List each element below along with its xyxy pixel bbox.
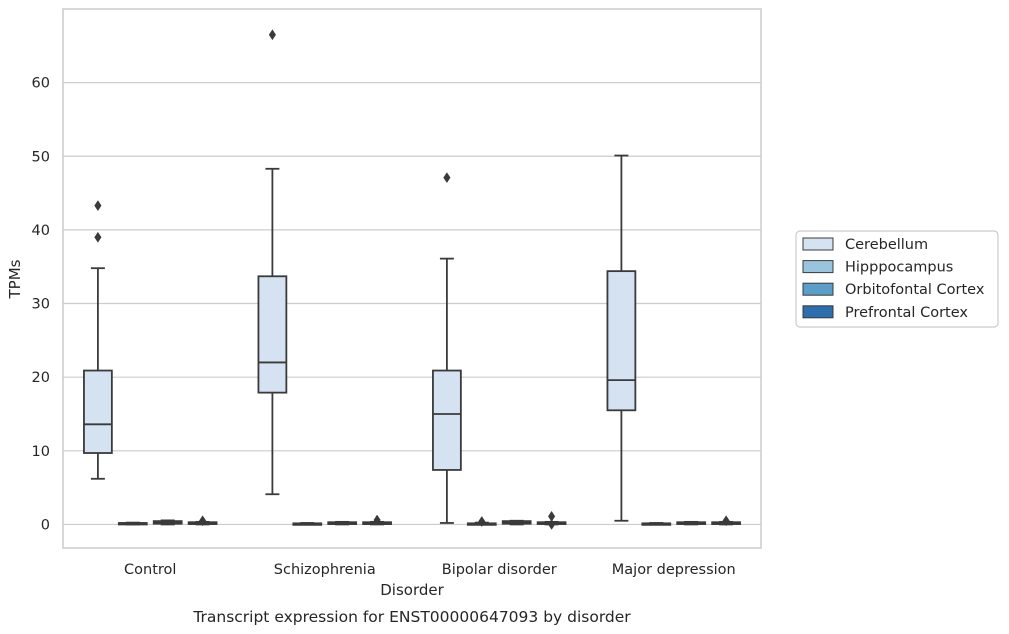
legend-swatch — [802, 305, 834, 319]
legend-label: Prefrontal Cortex — [845, 305, 968, 321]
box-0-0 — [83, 200, 113, 480]
box-1-0 — [117, 521, 148, 526]
grid-lines — [63, 82, 761, 526]
box-3-2 — [536, 510, 567, 530]
box-body — [432, 369, 462, 471]
x-tick-label: Major depression — [612, 562, 736, 578]
legend-label: Hipppocampus — [845, 260, 953, 276]
legend-swatch — [802, 282, 834, 296]
box-0-3 — [606, 154, 637, 522]
outlier-point — [373, 514, 381, 526]
y-tick-label: 50 — [32, 149, 50, 165]
plot-frame — [62, 8, 762, 549]
x-axis-label: Disorder — [380, 581, 444, 599]
y-tick-label: 10 — [32, 444, 50, 460]
box-body — [606, 270, 637, 412]
legend-swatch — [802, 260, 834, 274]
box-1-3 — [641, 522, 672, 526]
outlier-point — [443, 172, 451, 184]
y-tick-labels: 0 10 20 30 40 50 60 — [32, 76, 50, 534]
box-2-1 — [327, 520, 358, 526]
legend-frame — [795, 230, 999, 328]
y-tick-label: 60 — [32, 76, 50, 92]
x-tick-label: Bipolar disorder — [442, 562, 557, 578]
legend-label: Orbitofontal Cortex — [845, 282, 985, 298]
legend: Cerebellum Hipppocampus Orbitofontal Corte… — [795, 230, 999, 328]
x-tick-labels: Control Schizophrenia Bipolar disorder Majo… — [124, 562, 736, 578]
box-1-1 — [292, 522, 323, 526]
box-3-0 — [187, 515, 218, 527]
box-2-3 — [676, 520, 707, 526]
legend-swatch — [802, 237, 834, 251]
box-0-1 — [257, 29, 288, 496]
outlier-point — [478, 516, 486, 527]
box-3-1 — [362, 514, 392, 526]
outlier-point — [94, 231, 102, 243]
legend-label: Cerebellum — [845, 237, 928, 253]
box-2-0 — [152, 519, 183, 526]
y-tick-label: 30 — [32, 297, 50, 313]
outlier-point — [199, 515, 207, 527]
box-3-3 — [711, 515, 741, 527]
outlier-point — [94, 200, 102, 212]
box-0-2 — [432, 172, 462, 524]
x-tick-label: Schizophrenia — [274, 562, 376, 578]
y-axis-label: TPMs — [6, 259, 24, 299]
y-tick-label: 0 — [41, 517, 50, 533]
outlier-point — [548, 518, 556, 530]
box-2-2 — [501, 519, 532, 526]
x-tick-label: Control — [124, 562, 176, 578]
outlier-point — [722, 515, 730, 527]
y-tick-label: 20 — [32, 370, 50, 386]
box-1-2 — [466, 516, 497, 527]
box-body — [83, 369, 113, 454]
y-tick-label: 40 — [32, 223, 50, 239]
chart-caption: Transcript expression for ENST0000064709… — [192, 608, 631, 626]
box-plots — [83, 29, 741, 530]
box-body — [257, 275, 288, 394]
outlier-point — [268, 29, 276, 41]
